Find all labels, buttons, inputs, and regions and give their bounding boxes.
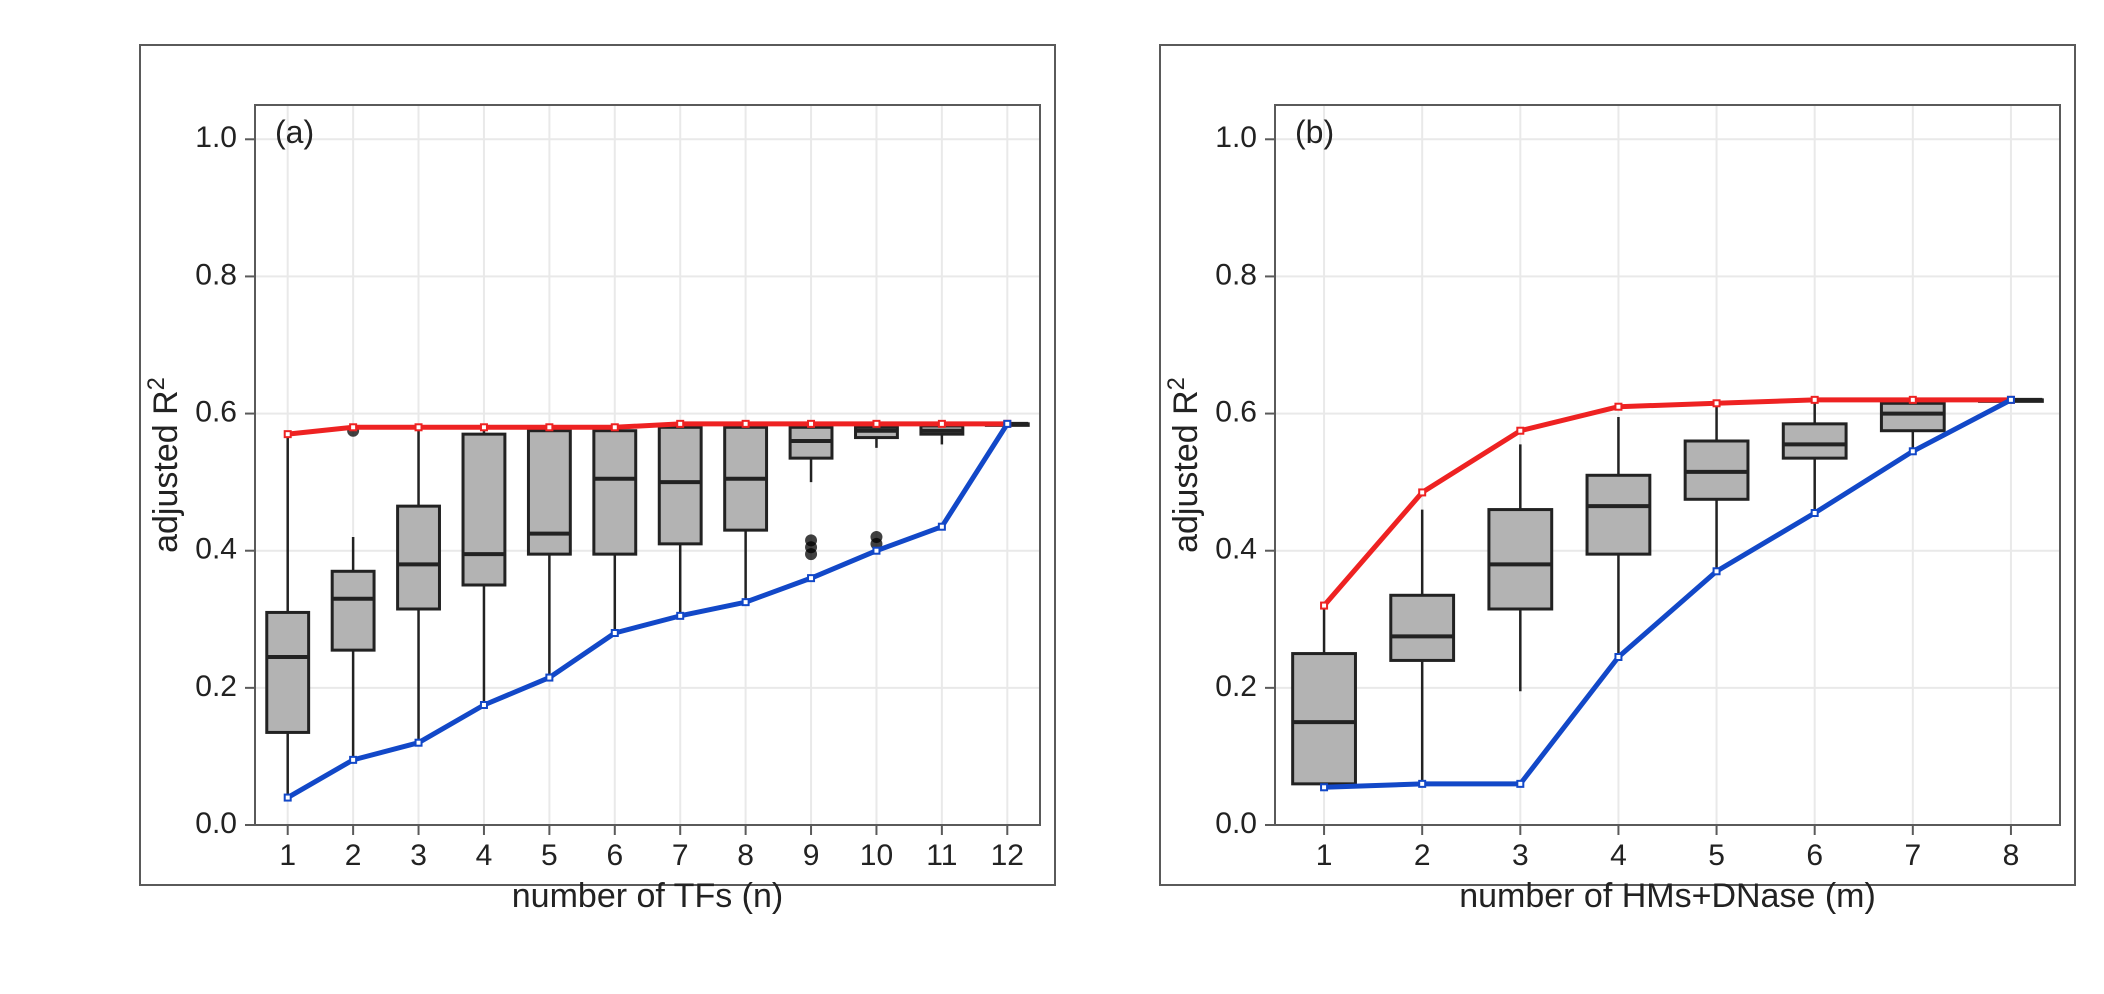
x-axis-label: number of TFs (n) xyxy=(512,877,783,915)
y-tick-label: 0.4 xyxy=(1215,533,1257,566)
x-tick-label: 6 xyxy=(1806,839,1823,872)
y-tick-label: 0.0 xyxy=(195,807,237,840)
x-tick-label: 12 xyxy=(991,839,1024,872)
x-tick-label: 11 xyxy=(926,839,957,872)
panel-label: (b) xyxy=(1295,114,1334,150)
y-tick-label: 0.2 xyxy=(1215,670,1257,703)
x-tick-label: 8 xyxy=(737,839,754,872)
x-tick-label: 3 xyxy=(410,839,427,872)
x-tick-label: 4 xyxy=(476,839,493,872)
x-tick-label: 7 xyxy=(672,839,689,872)
x-tick-label: 1 xyxy=(279,839,296,872)
y-tick-label: 0.2 xyxy=(195,670,237,703)
y-tick-label: 1.0 xyxy=(195,121,237,154)
x-axis-label: number of HMs+DNase (m) xyxy=(1459,877,1876,915)
figure: 0.00.20.40.60.81.0123456789101112number … xyxy=(0,0,2104,994)
x-tick-label: 2 xyxy=(345,839,362,872)
x-tick-label: 7 xyxy=(1904,839,1921,872)
x-tick-label: 1 xyxy=(1316,839,1333,872)
y-axis-label: adjusted R2 xyxy=(1163,377,1206,553)
x-tick-label: 9 xyxy=(803,839,820,872)
y-tick-label: 0.8 xyxy=(195,258,237,291)
y-tick-label: 0.0 xyxy=(1215,807,1257,840)
x-tick-label: 10 xyxy=(860,839,893,872)
y-tick-label: 0.4 xyxy=(195,533,237,566)
x-tick-label: 8 xyxy=(2003,839,2020,872)
y-tick-label: 0.8 xyxy=(1215,258,1257,291)
y-axis-label: adjusted R2 xyxy=(143,377,186,553)
figure-svg: 0.00.20.40.60.81.0123456789101112number … xyxy=(0,0,2104,994)
y-tick-label: 1.0 xyxy=(1215,121,1257,154)
x-tick-label: 5 xyxy=(1708,839,1725,872)
x-tick-label: 3 xyxy=(1512,839,1529,872)
x-tick-label: 2 xyxy=(1414,839,1431,872)
y-tick-label: 0.6 xyxy=(1215,395,1257,428)
panel-label: (a) xyxy=(275,114,314,150)
x-tick-label: 5 xyxy=(541,839,558,872)
y-tick-label: 0.6 xyxy=(195,395,237,428)
x-tick-label: 6 xyxy=(606,839,623,872)
x-tick-label: 4 xyxy=(1610,839,1627,872)
